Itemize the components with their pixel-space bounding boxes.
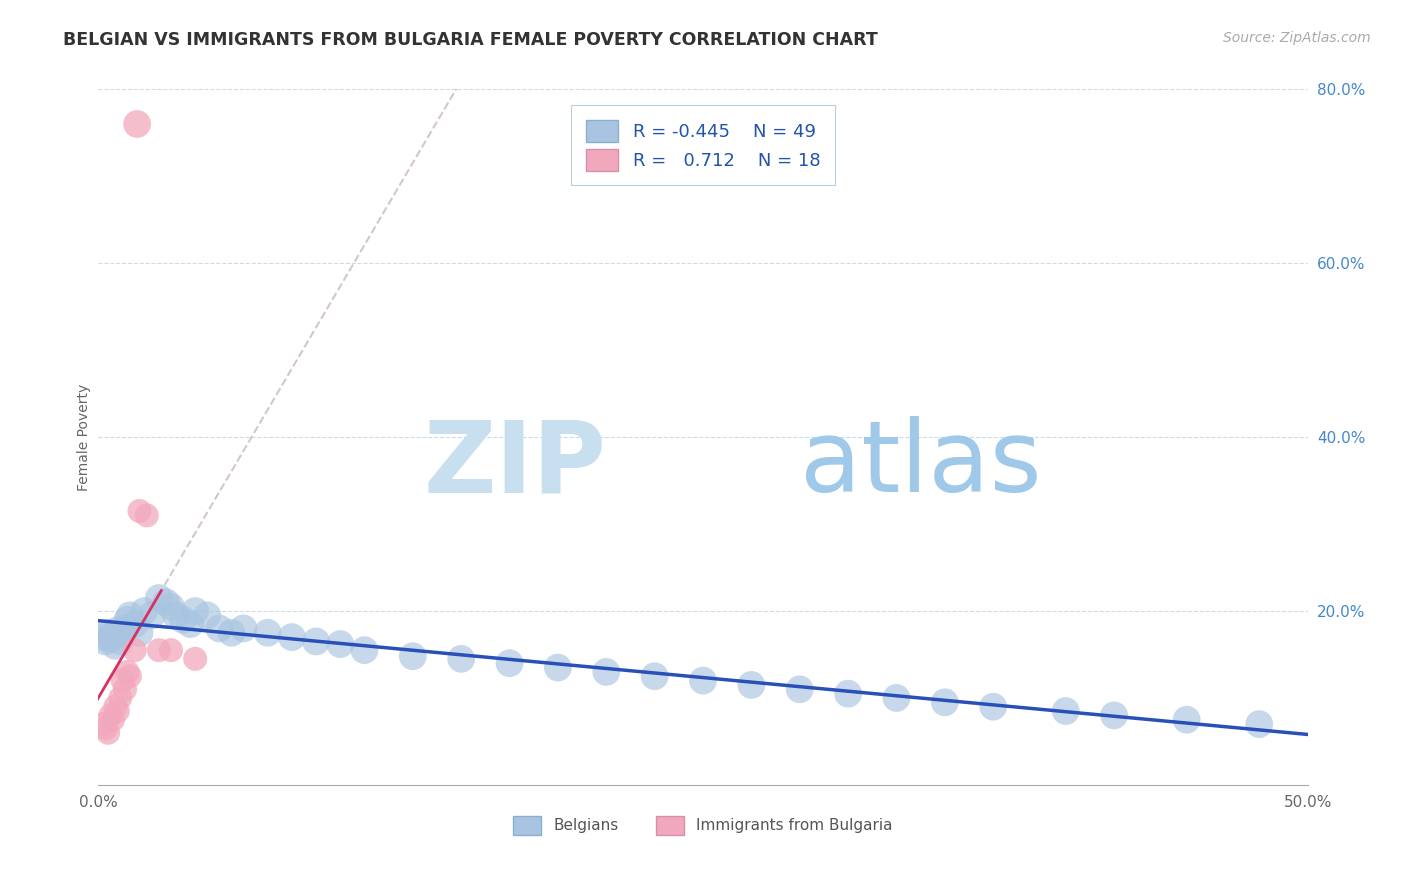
Point	[547, 660, 569, 674]
Point	[94, 722, 117, 736]
Text: atlas: atlas	[800, 417, 1042, 514]
Point	[221, 625, 243, 640]
Point	[117, 613, 139, 627]
Point	[450, 652, 472, 666]
Point	[172, 613, 194, 627]
Point	[232, 621, 254, 635]
Point	[117, 665, 139, 679]
Point	[184, 652, 207, 666]
Point	[1249, 717, 1271, 731]
Point	[91, 630, 114, 644]
Text: ZIP: ZIP	[423, 417, 606, 514]
Point	[134, 604, 156, 618]
Point	[644, 669, 666, 683]
Point	[104, 639, 127, 653]
Point	[329, 637, 352, 651]
Point	[740, 678, 762, 692]
Point	[97, 726, 120, 740]
Point	[108, 634, 131, 648]
Point	[128, 504, 150, 518]
Point	[124, 617, 146, 632]
Point	[195, 608, 218, 623]
Point	[107, 623, 129, 637]
Point	[141, 608, 163, 623]
Point	[124, 643, 146, 657]
Point	[281, 630, 304, 644]
Point	[118, 608, 141, 623]
Point	[91, 717, 114, 731]
Point	[100, 708, 122, 723]
Legend: Belgians, Immigrants from Bulgaria: Belgians, Immigrants from Bulgaria	[501, 804, 905, 847]
Point	[101, 628, 124, 642]
Point	[94, 634, 117, 648]
Point	[114, 621, 136, 635]
Point	[1102, 708, 1125, 723]
Point	[101, 713, 124, 727]
Point	[595, 665, 617, 679]
Y-axis label: Female Poverty: Female Poverty	[77, 384, 91, 491]
Point	[118, 669, 141, 683]
Point	[692, 673, 714, 688]
Point	[934, 695, 956, 709]
Point	[127, 117, 149, 131]
Point	[256, 625, 278, 640]
Point	[184, 604, 207, 618]
Text: BELGIAN VS IMMIGRANTS FROM BULGARIA FEMALE POVERTY CORRELATION CHART: BELGIAN VS IMMIGRANTS FROM BULGARIA FEMA…	[63, 31, 877, 49]
Point	[128, 625, 150, 640]
Point	[97, 625, 120, 640]
Point	[886, 690, 908, 705]
Point	[104, 699, 127, 714]
Point	[165, 608, 187, 623]
Point	[148, 591, 170, 605]
Point	[160, 599, 183, 614]
Point	[160, 643, 183, 657]
Point	[100, 632, 122, 646]
Point	[148, 643, 170, 657]
Point	[135, 508, 157, 523]
Point	[111, 625, 134, 640]
Point	[108, 690, 131, 705]
Point	[1175, 713, 1198, 727]
Point	[111, 673, 134, 688]
Point	[179, 617, 201, 632]
Point	[107, 704, 129, 718]
Point	[402, 649, 425, 664]
Point	[498, 657, 520, 671]
Point	[208, 621, 231, 635]
Point	[114, 682, 136, 697]
Point	[789, 682, 811, 697]
Point	[1054, 704, 1077, 718]
Point	[837, 687, 859, 701]
Point	[305, 634, 328, 648]
Point	[981, 699, 1004, 714]
Point	[353, 643, 375, 657]
Point	[155, 595, 177, 609]
Text: Source: ZipAtlas.com: Source: ZipAtlas.com	[1223, 31, 1371, 45]
